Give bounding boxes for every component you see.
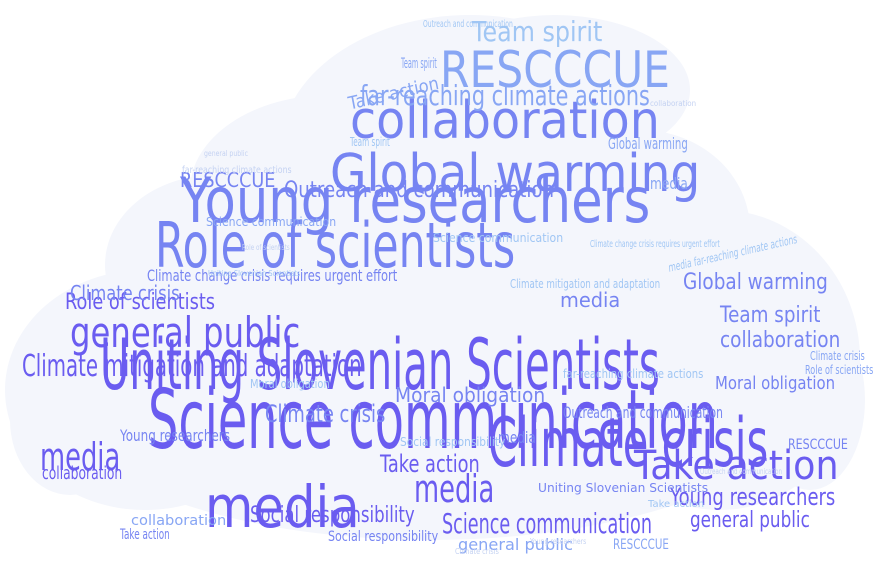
word-team-spirit-right: Team spirit (720, 303, 821, 328)
word-role-of-scientists-right: Role of scientists (805, 363, 874, 377)
word-climate-crisis-bottom: Climate crisis (455, 547, 499, 556)
word-general-public-bottom: general public (458, 535, 574, 554)
word-team-spirit-top: Team spirit (401, 56, 437, 72)
word-outreach-bottom: Outreach and communication (700, 467, 782, 476)
word-general-public-main: general public (70, 308, 301, 357)
word-far-reaching-small: far-reaching climate actions (563, 367, 704, 381)
cloud-fill (5, 15, 865, 540)
word-far-reaching-main: far-reaching climate actions (360, 79, 650, 112)
word-role-of-scientists-top: Role of scientists (242, 243, 290, 252)
word-science-communication-top: Science communication (433, 231, 564, 245)
word-collaboration-right: collaboration (720, 328, 841, 353)
word-rescccue-main: RESCCCUE (440, 41, 670, 99)
word-climate-change-urgent-small: Climate change crisis requires urgent ef… (590, 239, 720, 250)
word-moral-obligation-main: Moral obligation (395, 383, 546, 407)
word-outreach-right: Outreach and communication (563, 403, 723, 422)
word-climate-change-urgent-main: Climate change crisis requires urgent ef… (147, 266, 398, 285)
word-young-researchers-left: Young researchers (120, 426, 230, 445)
word-collaboration-top: collaboration (650, 99, 697, 108)
word-climate-crisis-right: Climate crisis (810, 349, 865, 363)
word-media-top: media (560, 288, 621, 312)
word-collaboration-main: collaboration (350, 91, 660, 151)
word-uniting-slovenian-scientists-main: Uniting Slovenian Scientists (100, 324, 660, 406)
word-climate-crisis-main: Climate crisis (488, 404, 769, 483)
word-outreach-top: Outreach and communication (423, 19, 513, 30)
word-media-main: media (205, 473, 360, 541)
word-general-public-right: general public (690, 508, 810, 533)
word-young-researchers-right: Young researchers (670, 483, 836, 511)
word-moral-obligation-right: Moral obligation (715, 373, 836, 394)
word-science-communication-left: Science communication (206, 215, 337, 229)
word-media-mid: media (498, 428, 536, 447)
word-global-warming-right: Global warming (683, 270, 828, 295)
word-media-right: media (650, 174, 688, 193)
word-science-communication-main: Science communication (148, 373, 719, 468)
word-global-warming-main: Global warming (330, 144, 701, 204)
word-role-of-scientists-left: Role of scientists (65, 290, 216, 315)
word-rescccue-bottom: RESCCCUE (613, 537, 669, 553)
word-young-researchers-main: Young researchers (180, 164, 651, 237)
word-media-left: media (40, 435, 121, 479)
word-rescccue-left: RESCCCUE (180, 168, 276, 192)
word-social-responsibility-main: Social responsibility (250, 503, 415, 528)
word-collaboration-bottom: collaboration (131, 513, 227, 529)
word-climate-mitigation-main: Climate mitigation and adaptation (22, 349, 362, 384)
word-general-public-top: general public (204, 149, 249, 158)
word-outreach-main: Outreach and communication (284, 178, 555, 203)
word-team-spirit-left: Team spirit (350, 135, 390, 149)
word-far-reaching-bottom: far-reaching climate actions (182, 165, 292, 176)
word-take-action-main: Take action (634, 443, 839, 489)
word-climate-crisis-mid: Climate crisis (265, 400, 386, 428)
word-media-bottom: media (414, 467, 495, 511)
word-rescccue-right: RESCCCUE (788, 437, 848, 453)
word-team-spirit-main: Team spirit (472, 15, 603, 48)
word-uniting-slovenian-bottom: Uniting Slovenian Scientists (538, 481, 709, 495)
word-young-researchers-bottom: Young researchers (530, 537, 587, 546)
word-social-responsibility-small: Social responsibility (400, 435, 506, 449)
word-moral-obligation-small: Moral obligation (250, 377, 330, 391)
word-climate-mitigation-small: Climate mitigation and adaptation (510, 277, 661, 291)
word-global-warming-small: Global warming (608, 134, 688, 153)
word-climate-crisis-left: Climate crisis (70, 281, 180, 305)
word-social-responsibility-bottom: Social responsibility (328, 529, 439, 545)
word-take-action-left: Take action (120, 527, 170, 543)
word-take-action-right: Take action (380, 450, 480, 478)
word-role-of-scientists-main: Role of scientists (155, 209, 516, 282)
word-science-communication-bottom: Science communication (442, 507, 652, 540)
word-take-action-bottom: Take action (648, 499, 705, 510)
word-uniting-slovenian-small: Uniting Slovenian Scientists (208, 269, 301, 278)
word-collaboration-left: collaboration (42, 463, 123, 484)
